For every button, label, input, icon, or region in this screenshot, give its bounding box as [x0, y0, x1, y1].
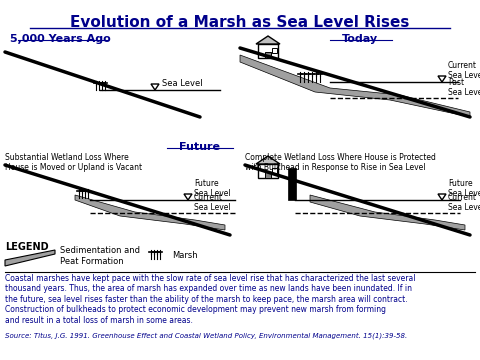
Text: Future
Sea Level: Future Sea Level [194, 179, 230, 198]
Polygon shape [265, 172, 271, 178]
Text: Sea Level: Sea Level [162, 79, 203, 88]
Polygon shape [272, 168, 277, 173]
Text: Past
Sea Level: Past Sea Level [448, 78, 480, 97]
Text: Today: Today [342, 34, 378, 44]
Polygon shape [75, 195, 225, 230]
Text: Source: Titus, J.G. 1991. Greenhouse Effect and Coastal Wetland Policy, Environm: Source: Titus, J.G. 1991. Greenhouse Eff… [5, 332, 407, 339]
Text: Current
Sea Level: Current Sea Level [194, 193, 230, 212]
Text: Evolution of a Marsh as Sea Level Rises: Evolution of a Marsh as Sea Level Rises [70, 15, 410, 30]
Polygon shape [258, 44, 278, 58]
Text: 5,000 Years Ago: 5,000 Years Ago [10, 34, 110, 44]
Text: Current
Sea Level: Current Sea Level [448, 60, 480, 80]
Polygon shape [310, 195, 465, 230]
Polygon shape [256, 36, 280, 44]
Text: Future: Future [180, 142, 220, 152]
Text: Coastal marshes have kept pace with the slow rate of sea level rise that has cha: Coastal marshes have kept pace with the … [5, 274, 416, 325]
Polygon shape [240, 55, 470, 117]
Text: Sedimentation and
Peat Formation: Sedimentation and Peat Formation [60, 246, 140, 266]
Text: Current
Sea Level: Current Sea Level [448, 193, 480, 212]
Text: LEGEND: LEGEND [5, 242, 48, 252]
Polygon shape [272, 48, 277, 53]
Polygon shape [265, 52, 271, 58]
Text: Future
Sea Level: Future Sea Level [448, 179, 480, 198]
Polygon shape [288, 168, 296, 200]
Polygon shape [5, 250, 55, 266]
Polygon shape [256, 156, 280, 164]
Text: Substantial Wetland Loss Where
House is Moved or Upland is Vacant: Substantial Wetland Loss Where House is … [5, 153, 142, 172]
Polygon shape [258, 164, 278, 178]
Text: Complete Wetland Loss Where House is Protected
with Bulkhead in Response to Rise: Complete Wetland Loss Where House is Pro… [245, 153, 436, 172]
Text: Marsh: Marsh [172, 251, 198, 260]
